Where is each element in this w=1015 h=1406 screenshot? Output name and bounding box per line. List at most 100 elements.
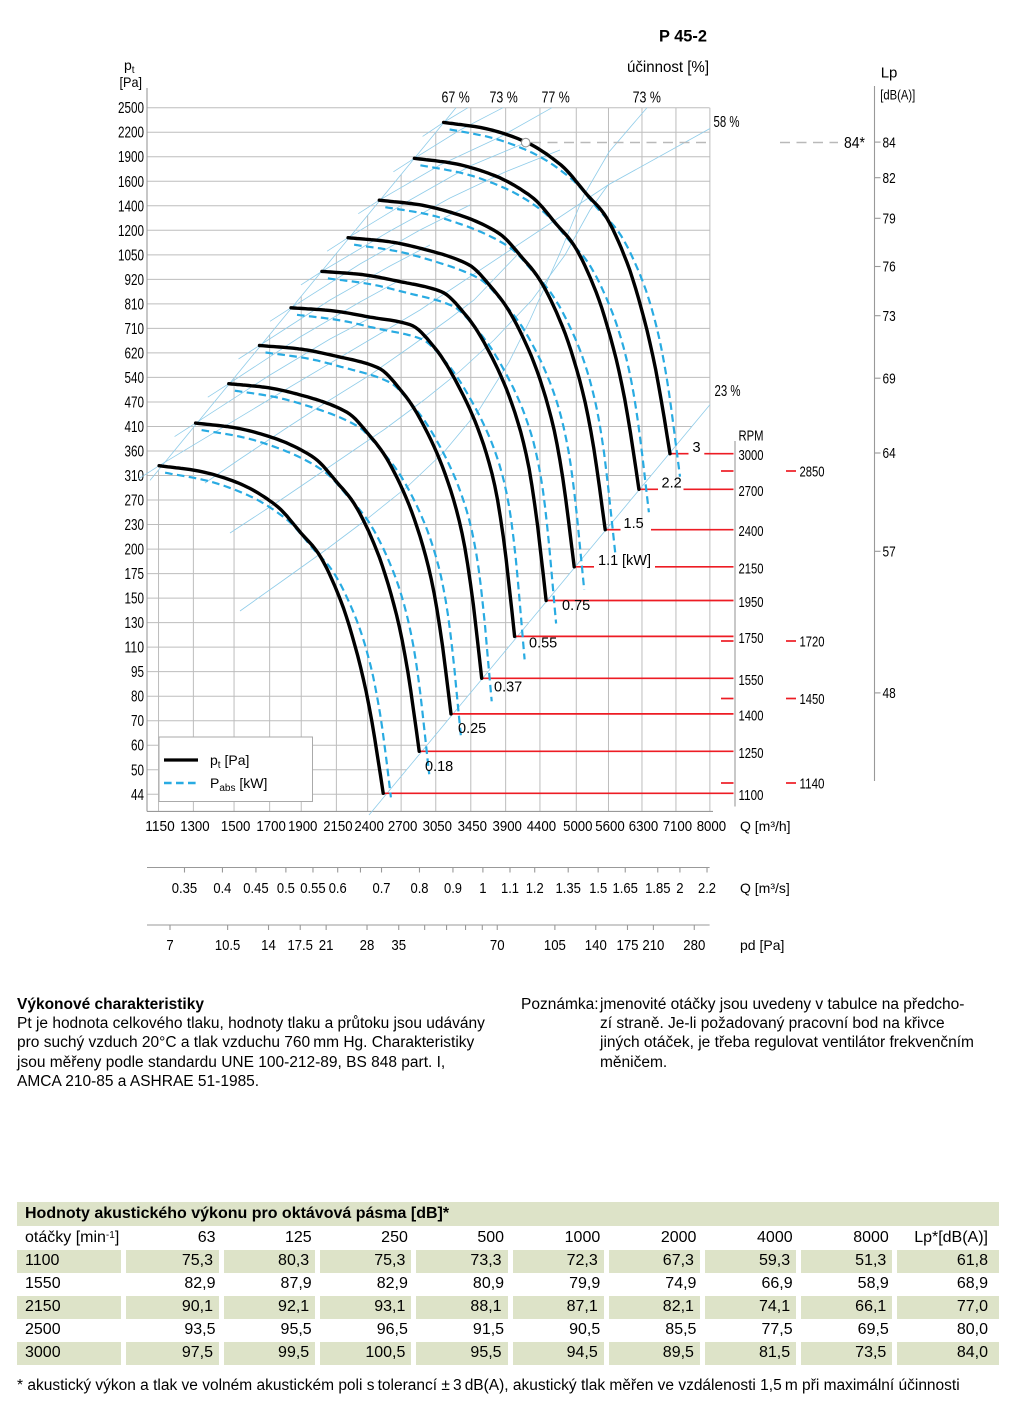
svg-text:230: 230 xyxy=(125,517,145,534)
svg-text:73 %: 73 % xyxy=(633,90,661,107)
svg-text:3050: 3050 xyxy=(423,818,452,835)
svg-text:2: 2 xyxy=(676,880,683,897)
svg-text:35: 35 xyxy=(391,937,406,954)
svg-text:8000: 8000 xyxy=(697,818,726,835)
svg-text:1550: 1550 xyxy=(739,672,764,689)
svg-text:0.6: 0.6 xyxy=(329,880,347,897)
svg-text:0.8: 0.8 xyxy=(411,880,429,897)
svg-text:7100: 7100 xyxy=(663,818,692,835)
svg-text:84*: 84* xyxy=(844,135,865,152)
svg-text:50: 50 xyxy=(131,762,144,779)
svg-text:pt: pt xyxy=(124,57,135,76)
svg-text:1450: 1450 xyxy=(800,691,825,708)
svg-text:2850: 2850 xyxy=(800,463,825,480)
svg-text:79: 79 xyxy=(883,211,896,228)
svg-text:RPM: RPM xyxy=(739,428,764,445)
svg-text:účinnost [%]: účinnost [%] xyxy=(627,59,709,76)
svg-text:pt [Pa]: pt [Pa] xyxy=(210,752,249,771)
svg-text:84: 84 xyxy=(883,134,896,151)
svg-text:470: 470 xyxy=(125,395,145,412)
svg-text:1900: 1900 xyxy=(118,149,144,166)
svg-text:200: 200 xyxy=(125,542,145,559)
svg-text:1600: 1600 xyxy=(118,174,144,191)
svg-text:360: 360 xyxy=(125,444,145,461)
svg-text:620: 620 xyxy=(125,345,145,362)
svg-text:21: 21 xyxy=(319,937,334,954)
svg-text:17.5: 17.5 xyxy=(288,937,313,954)
svg-text:82: 82 xyxy=(883,170,896,187)
svg-text:1.1: 1.1 xyxy=(598,553,618,569)
svg-text:310: 310 xyxy=(125,468,145,485)
svg-text:1750: 1750 xyxy=(739,630,764,647)
svg-text:60: 60 xyxy=(131,738,144,755)
svg-text:48: 48 xyxy=(883,685,896,702)
svg-text:1500: 1500 xyxy=(221,818,250,835)
svg-text:0.18: 0.18 xyxy=(425,759,453,775)
svg-text:1.1: 1.1 xyxy=(501,880,519,897)
svg-text:5000: 5000 xyxy=(563,818,592,835)
svg-text:2400: 2400 xyxy=(354,818,383,835)
svg-text:130: 130 xyxy=(125,615,145,632)
svg-text:76: 76 xyxy=(883,259,896,276)
svg-text:0.45: 0.45 xyxy=(243,880,268,897)
svg-text:2400: 2400 xyxy=(739,523,764,540)
svg-text:3450: 3450 xyxy=(458,818,487,835)
svg-text:Q [m³/h]: Q [m³/h] xyxy=(740,818,791,834)
svg-text:3900: 3900 xyxy=(493,818,522,835)
svg-text:175: 175 xyxy=(617,937,639,954)
svg-text:2700: 2700 xyxy=(388,818,417,835)
svg-text:80: 80 xyxy=(131,689,144,706)
svg-text:1300: 1300 xyxy=(180,818,209,835)
svg-text:0.9: 0.9 xyxy=(444,880,462,897)
svg-text:2.2: 2.2 xyxy=(662,476,682,492)
svg-text:57: 57 xyxy=(883,544,896,561)
svg-text:2200: 2200 xyxy=(118,125,144,142)
svg-text:70: 70 xyxy=(490,937,505,954)
svg-text:2150: 2150 xyxy=(739,560,764,577)
svg-text:14: 14 xyxy=(261,937,276,954)
svg-text:0.7: 0.7 xyxy=(373,880,391,897)
svg-text:0.35: 0.35 xyxy=(172,880,197,897)
svg-text:1.5: 1.5 xyxy=(589,880,607,897)
svg-text:64: 64 xyxy=(883,445,896,462)
svg-text:58 %: 58 % xyxy=(714,114,740,131)
svg-text:95: 95 xyxy=(131,664,144,681)
svg-text:1140: 1140 xyxy=(800,775,825,792)
svg-text:70: 70 xyxy=(131,713,144,730)
svg-text:pd [Pa]: pd [Pa] xyxy=(740,937,784,953)
svg-text:77 %: 77 % xyxy=(542,90,570,107)
svg-text:1900: 1900 xyxy=(288,818,317,835)
svg-text:0.55: 0.55 xyxy=(529,635,557,651)
svg-text:1250: 1250 xyxy=(739,745,764,762)
svg-text:1.35: 1.35 xyxy=(556,880,581,897)
svg-text:Q [m³/s]: Q [m³/s] xyxy=(740,880,790,896)
svg-text:1.5: 1.5 xyxy=(624,516,644,532)
svg-text:23 %: 23 % xyxy=(715,383,741,400)
svg-text:1200: 1200 xyxy=(118,223,144,240)
svg-text:1.85: 1.85 xyxy=(645,880,670,897)
svg-text:6300: 6300 xyxy=(629,818,658,835)
svg-text:920: 920 xyxy=(125,272,145,289)
svg-text:270: 270 xyxy=(125,493,145,510)
svg-text:73: 73 xyxy=(883,308,896,325)
svg-text:1700: 1700 xyxy=(256,818,285,835)
svg-text:210: 210 xyxy=(642,937,664,954)
svg-text:[Pa]: [Pa] xyxy=(120,74,143,90)
svg-text:P 45-2: P 45-2 xyxy=(659,28,707,46)
svg-text:69: 69 xyxy=(883,370,896,387)
svg-text:540: 540 xyxy=(125,370,145,387)
svg-text:[dB(A)]: [dB(A)] xyxy=(880,87,915,103)
svg-text:1150: 1150 xyxy=(145,818,174,835)
svg-text:5600: 5600 xyxy=(595,818,624,835)
svg-text:1050: 1050 xyxy=(118,247,144,264)
svg-text:150: 150 xyxy=(125,591,145,608)
svg-text:0.55: 0.55 xyxy=(300,880,325,897)
svg-text:810: 810 xyxy=(125,296,145,313)
svg-text:2.2: 2.2 xyxy=(698,880,716,897)
svg-text:110: 110 xyxy=(125,640,145,657)
svg-text:0.75: 0.75 xyxy=(562,598,590,614)
svg-text:73 %: 73 % xyxy=(490,90,518,107)
svg-text:3: 3 xyxy=(693,440,701,456)
svg-text:710: 710 xyxy=(125,321,145,338)
svg-text:[kW]: [kW] xyxy=(622,553,651,569)
